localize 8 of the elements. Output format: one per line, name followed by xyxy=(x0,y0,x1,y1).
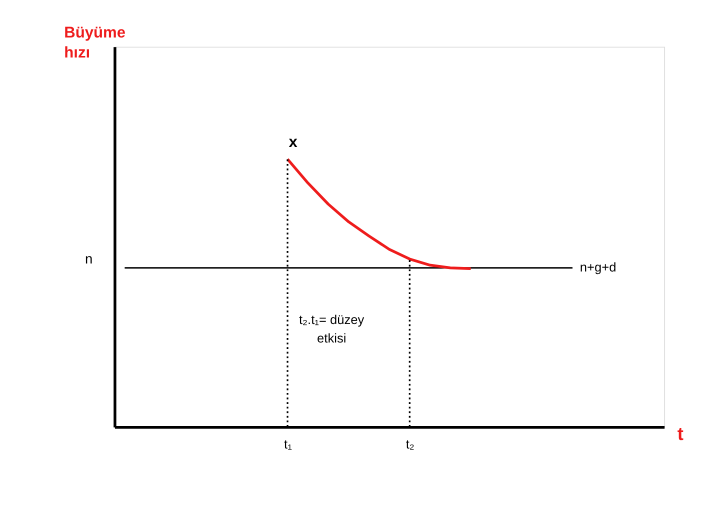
annotation: t₂.t₁= düzey etkisi xyxy=(298,312,365,346)
text: n xyxy=(85,251,93,266)
annotation: x xyxy=(288,134,298,152)
x-axis-title: t xyxy=(677,423,684,444)
series-label: n+g+d xyxy=(580,260,616,275)
x-tick-label: t₁ xyxy=(284,436,292,452)
x-tick-label: t₂ xyxy=(406,436,414,452)
text: Büyüme hızı xyxy=(64,24,126,62)
